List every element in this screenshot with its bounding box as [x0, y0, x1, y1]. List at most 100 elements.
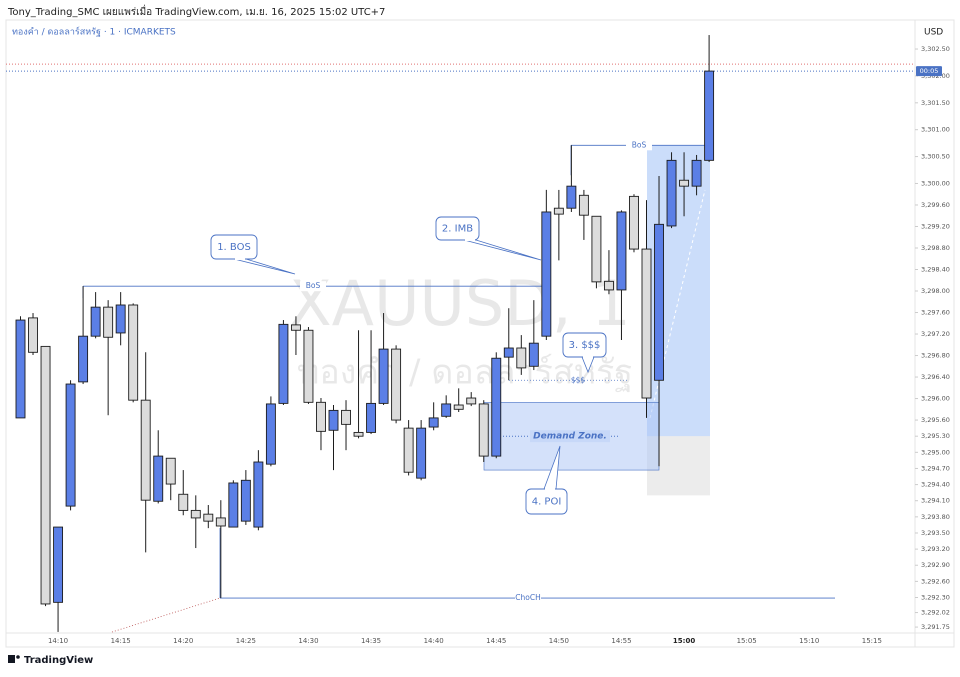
callout-label: 1. BOS [217, 242, 251, 253]
callout-box [435, 216, 480, 241]
callout-join [235, 257, 245, 260]
countdown: 00:05 [920, 67, 939, 75]
y-tick-label: 3,300.00 [921, 179, 950, 187]
x-tick-label: 14:40 [424, 637, 444, 645]
candle-body [541, 211, 552, 337]
level-label: ChoCH [515, 593, 540, 602]
callout-join [465, 238, 475, 241]
candle-body [278, 323, 289, 404]
candle-body [78, 335, 89, 383]
candle-body [328, 409, 339, 431]
y-tick-label: 3,296.00 [921, 395, 950, 403]
y-tick-label: 3,298.00 [921, 287, 950, 295]
brand-logo: TradingView [8, 655, 93, 666]
watermark: XAUUSD, 1 [289, 267, 631, 340]
y-tick-label: 3,295.30 [921, 432, 950, 440]
candle-body [53, 526, 64, 603]
callout-label: 2. IMB [442, 224, 473, 235]
choch-trail [111, 597, 221, 633]
candle-body [391, 348, 402, 421]
brand-name: TradingView [24, 655, 93, 666]
candle-body [303, 329, 314, 403]
candle-body [453, 404, 464, 410]
candle-body [90, 306, 101, 337]
candle-body [128, 304, 139, 401]
y-tick-label: 3,293.50 [921, 529, 950, 537]
callout-pointer [463, 239, 542, 261]
candle-body [566, 185, 577, 209]
logo-mark [16, 655, 20, 659]
y-tick-label: 3,292.60 [921, 577, 950, 585]
y-tick-label: 3,291.75 [921, 623, 950, 631]
x-tick-label: 14:35 [361, 637, 381, 645]
candle-body [253, 461, 264, 528]
candle-body [28, 317, 38, 353]
candle-body [591, 215, 602, 283]
candle-body [103, 306, 114, 338]
candle-body [616, 211, 627, 291]
y-tick-label: 3,297.60 [921, 309, 950, 317]
y-tick-label: 3,299.20 [921, 222, 950, 230]
candle-body [265, 403, 276, 465]
level-label-bg [300, 281, 326, 292]
x-tick-label: 14:10 [48, 637, 68, 645]
candle-body [416, 427, 427, 479]
candle-body [190, 509, 201, 519]
candle-body [503, 347, 514, 358]
candle-body [15, 319, 26, 419]
demand-zone-label-bg [530, 430, 610, 443]
x-tick-label: 15:00 [673, 637, 695, 645]
callout-join [545, 488, 555, 491]
chart-title: Tony_Trading_SMC เผยแพร่เมื่อ TradingVie… [7, 4, 385, 18]
level-label-bg [515, 593, 541, 604]
candle-body [528, 342, 539, 367]
candle-body [316, 401, 326, 432]
candle-body [240, 479, 251, 522]
candle-body [165, 457, 176, 485]
y-tick-label: 3,299.60 [921, 201, 950, 209]
candle-body [228, 482, 239, 528]
candle-body [466, 397, 477, 405]
level-label: BoS [632, 140, 647, 149]
candle-body [115, 304, 126, 334]
currency-label: USD [924, 28, 943, 38]
candles [15, 35, 715, 632]
x-tick-label: 15:05 [737, 637, 757, 645]
callout-join [583, 355, 593, 358]
candle-body [290, 324, 301, 331]
y-tick-label: 3,298.80 [921, 244, 950, 252]
candle-body [516, 347, 527, 369]
candle-body [378, 348, 389, 404]
candle-body [478, 403, 489, 457]
callout-label: 4. POI [532, 497, 562, 508]
countdown-tag [916, 66, 942, 77]
candle-body [140, 399, 151, 501]
y-tick-label: 3,292.30 [921, 594, 950, 602]
candle-body [666, 159, 677, 227]
candle-body [428, 417, 439, 428]
candle-body [203, 513, 214, 522]
candle-body [403, 427, 414, 473]
candle-body [578, 194, 589, 216]
logo-mark [8, 655, 15, 663]
callout-box [210, 234, 258, 260]
x-tick-label: 14:55 [611, 637, 631, 645]
x-tick-label: 14:15 [111, 637, 131, 645]
y-tick-label: 3,293.80 [921, 513, 950, 521]
y-tick-label: 3,292.90 [921, 561, 950, 569]
y-tick-label: 3,296.40 [921, 373, 950, 381]
x-tick-label: 14:20 [173, 637, 193, 645]
candle-body [553, 207, 564, 215]
candle-body [153, 455, 164, 502]
y-tick-label: 3,298.40 [921, 266, 950, 274]
candle-body [603, 280, 614, 291]
candle-body [366, 402, 377, 433]
y-tick-label: 3,302.50 [921, 45, 950, 53]
y-tick-label: 3,296.80 [921, 352, 950, 360]
candle-body [679, 179, 690, 187]
y-tick-label: 3,300.50 [921, 153, 950, 161]
candle-body [691, 159, 702, 187]
y-tick-label: 3,295.60 [921, 416, 950, 424]
